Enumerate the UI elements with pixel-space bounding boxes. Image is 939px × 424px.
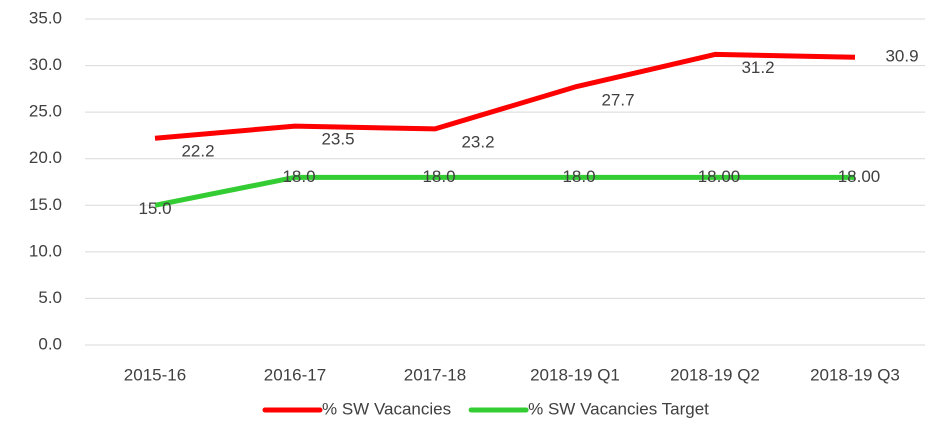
y-tick-label: 10.0: [29, 241, 62, 260]
x-tick-label: 2018-19 Q2: [670, 365, 760, 384]
x-tick-label: 2017-18: [404, 365, 466, 384]
legend-label: % SW Vacancies Target: [528, 399, 709, 418]
data-label: 23.2: [461, 132, 494, 151]
data-label: 18.0: [422, 167, 455, 186]
legend-label: % SW Vacancies: [322, 399, 451, 418]
y-tick-label: 30.0: [29, 55, 62, 74]
data-label: 18.0: [282, 167, 315, 186]
data-label: 15.0: [138, 199, 171, 218]
data-label: 18.0: [562, 167, 595, 186]
data-label: 23.5: [321, 130, 354, 149]
y-tick-label: 5.0: [38, 288, 62, 307]
x-tick-label: 2015-16: [124, 365, 186, 384]
x-tick-label: 2018-19 Q3: [810, 365, 900, 384]
y-tick-label: 15.0: [29, 195, 62, 214]
y-tick-label: 35.0: [29, 8, 62, 27]
y-tick-label: 0.0: [38, 334, 62, 353]
y-tick-label: 20.0: [29, 148, 62, 167]
x-tick-label: 2016-17: [264, 365, 326, 384]
data-label: 30.9: [885, 47, 918, 66]
data-label: 18.00: [838, 167, 881, 186]
series-line: [154, 51, 856, 141]
x-tick-label: 2018-19 Q1: [530, 365, 620, 384]
series-line: [154, 174, 855, 208]
data-label: 22.2: [181, 142, 214, 161]
y-tick-label: 25.0: [29, 102, 62, 121]
data-label: 18.00: [698, 167, 741, 186]
data-label: 27.7: [601, 90, 634, 109]
data-label: 31.2: [741, 58, 774, 77]
